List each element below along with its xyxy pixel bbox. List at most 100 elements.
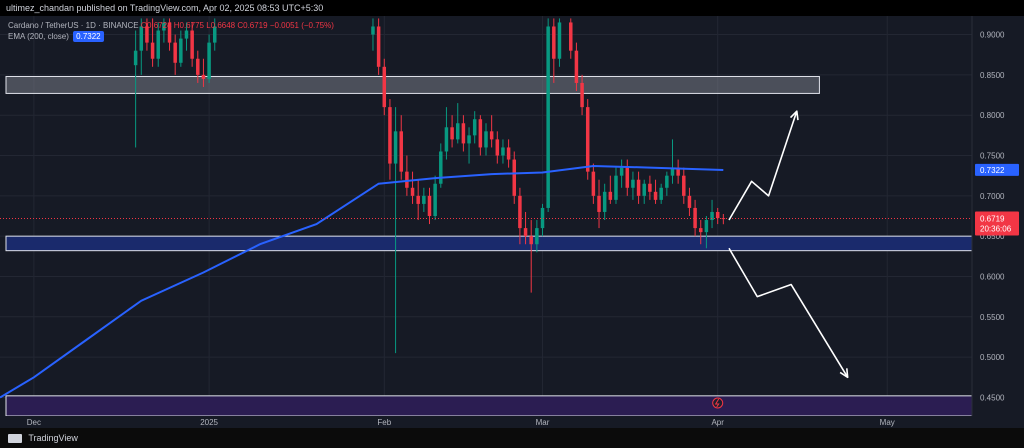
candle-body — [648, 183, 652, 192]
candle — [619, 159, 624, 188]
candle-body — [682, 175, 686, 196]
zone-lower-support — [5, 395, 973, 417]
candle-body — [687, 195, 692, 208]
candle — [574, 42, 579, 91]
event-marker-icon — [712, 397, 724, 409]
candle-body — [489, 131, 494, 140]
candle — [450, 115, 454, 148]
projection-up-arrow-head — [789, 110, 799, 121]
candle-body — [665, 175, 669, 188]
candle-body — [710, 211, 714, 221]
candle-body — [484, 131, 488, 148]
candle-body — [190, 30, 194, 59]
legend-ema-label: EMA (200, close) — [8, 32, 69, 41]
candle-body — [427, 195, 432, 216]
chart-canvas[interactable]: 0.9000 0.8500 0.8000 0.7500 0.7000 0.6500 0.60… — [0, 16, 1024, 428]
legend-ohlc: O0.6724 H0.6775 L0.6648 C0.6719 — [140, 21, 268, 30]
candle-body — [506, 147, 511, 160]
candle-body — [676, 167, 680, 176]
candle — [698, 220, 703, 245]
candle-body — [405, 171, 409, 188]
x-tick-label: Apr — [711, 418, 724, 427]
candle — [184, 22, 189, 51]
candle-body — [388, 107, 392, 164]
x-tick-label: May — [880, 418, 895, 427]
candle-body — [461, 123, 466, 144]
legend-change: −0.0051 (−0.75%) — [269, 21, 334, 30]
countdown-tag-text: 20:36:06 — [980, 225, 1012, 234]
candle — [472, 111, 477, 144]
candle — [484, 123, 488, 156]
y-tick-label: 0.6000 — [980, 272, 1005, 281]
candle-body — [698, 228, 703, 233]
candle — [523, 211, 528, 245]
legend-symbol[interactable]: Cardano / TetherUS · 1D · BINANCE — [8, 21, 139, 30]
candle-body — [704, 220, 709, 233]
y-tick-label: 0.5500 — [980, 313, 1005, 322]
y-tick-label: 0.8500 — [980, 71, 1005, 80]
candle-body — [371, 26, 375, 35]
tradingview-logo-icon[interactable] — [8, 434, 22, 444]
candle-body — [478, 119, 483, 148]
candle — [501, 139, 505, 164]
projection-down-arrow — [728, 247, 849, 378]
y-tick-label: 0.6500 — [980, 232, 1005, 241]
price-chart[interactable]: 0.9000 0.8500 0.8000 0.7500 0.7000 0.6500 0.60… — [0, 16, 1024, 428]
candle-body — [450, 127, 454, 140]
zone-support — [5, 235, 973, 252]
candle — [676, 159, 680, 184]
candle-body — [546, 26, 550, 208]
y-tick-label: 0.7000 — [980, 192, 1005, 201]
candle — [467, 127, 471, 164]
candle-body — [444, 127, 449, 152]
candle — [478, 115, 483, 156]
candle-body — [608, 191, 613, 200]
candle — [557, 18, 562, 67]
candle — [518, 187, 522, 245]
candle — [433, 175, 437, 221]
candle — [670, 139, 675, 184]
candle-body — [422, 195, 426, 204]
candle-body — [201, 74, 206, 79]
candle-body — [393, 131, 398, 164]
candle-body — [416, 195, 420, 204]
candle — [682, 167, 686, 204]
candle — [133, 30, 138, 148]
candle — [393, 107, 398, 354]
candle-body — [591, 171, 596, 196]
candle-body — [455, 123, 460, 140]
y-tick-label: 0.9000 — [980, 31, 1005, 40]
candle — [625, 159, 630, 196]
candle — [376, 18, 381, 75]
candle — [602, 183, 607, 221]
candle — [439, 143, 443, 188]
candle — [512, 151, 517, 204]
candle-body — [597, 195, 601, 212]
candle — [687, 187, 692, 216]
candle — [139, 18, 144, 75]
candle-body — [382, 66, 387, 108]
candle-body — [512, 159, 517, 196]
candle — [201, 58, 206, 87]
candle — [642, 179, 646, 204]
candle-body — [552, 26, 556, 59]
x-tick-label: Dec — [27, 418, 41, 427]
candle-body — [580, 82, 584, 108]
candle — [631, 171, 635, 200]
candle — [444, 107, 449, 160]
candle — [461, 115, 466, 152]
candle — [506, 139, 511, 168]
candle-body — [467, 135, 471, 144]
candle-body — [614, 175, 618, 200]
candle-body — [631, 179, 635, 188]
footer-brand[interactable]: TradingView — [28, 433, 78, 443]
candle-body — [602, 191, 607, 212]
y-tick-label: 0.8000 — [980, 111, 1005, 120]
candle-body — [133, 50, 138, 66]
x-axis-panel — [0, 416, 1024, 428]
candle — [416, 179, 420, 221]
candle-body — [196, 58, 200, 75]
legend-ema-row[interactable]: EMA (200, close) 0.7322 — [8, 31, 334, 42]
candle — [173, 34, 177, 75]
y-tick-label: 0.5000 — [980, 353, 1005, 362]
